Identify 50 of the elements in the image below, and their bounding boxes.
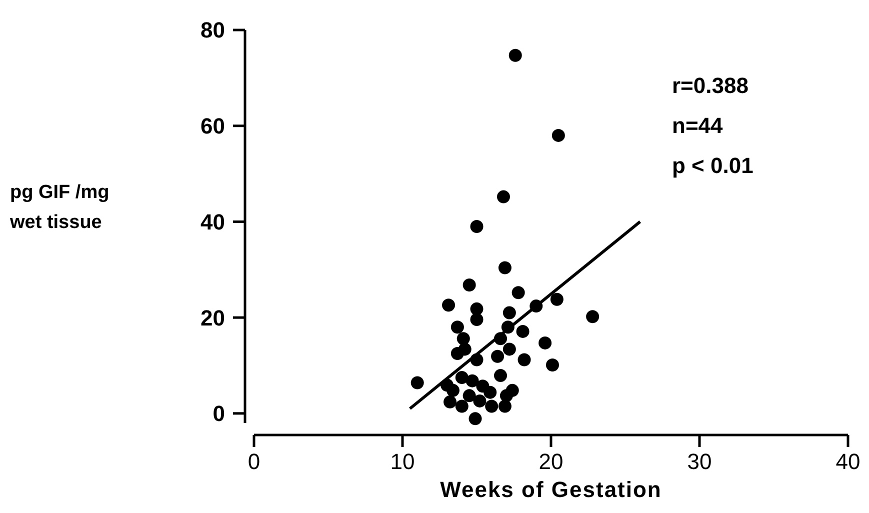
point: [502, 342, 516, 356]
point: [518, 353, 531, 366]
annotation: r=0.388: [672, 73, 748, 98]
point: [456, 332, 470, 346]
point: [410, 376, 424, 390]
annotation: n=44: [672, 113, 724, 138]
y-tick-label: 80: [200, 18, 225, 43]
point: [473, 394, 486, 408]
point: [485, 400, 498, 413]
x-tick-label: 30: [687, 449, 712, 474]
annotation: p < 0.01: [672, 153, 754, 178]
point: [498, 261, 512, 274]
point: [458, 342, 472, 356]
point: [462, 278, 476, 292]
point: [470, 220, 484, 233]
point: [552, 128, 565, 142]
y-tick-label: 0: [212, 401, 225, 426]
point: [484, 386, 497, 399]
x-axis-title: Weeks of Gestation: [440, 477, 662, 502]
y-tick-label: 20: [200, 305, 225, 330]
point: [500, 389, 513, 402]
x-tick-label: 10: [390, 449, 415, 474]
y-tick-label: 60: [200, 114, 225, 139]
x-tick-label: 20: [538, 449, 564, 474]
point: [466, 374, 479, 388]
point: [446, 384, 460, 397]
point: [491, 350, 504, 363]
point: [462, 389, 476, 402]
y-axis-title: pg GIF /mg wet tissue: [9, 182, 110, 233]
point: [512, 286, 525, 300]
y-tick-label: 40: [200, 209, 225, 234]
point: [444, 395, 457, 408]
point: [502, 306, 516, 320]
point: [455, 370, 468, 384]
point: [538, 336, 552, 350]
point: [442, 298, 456, 312]
x-tick-label: 0: [248, 449, 260, 474]
x-tick-label: 40: [836, 449, 860, 474]
point: [498, 400, 512, 413]
point: [516, 324, 530, 338]
point: [450, 320, 464, 334]
point: [455, 400, 468, 413]
point: [470, 312, 484, 326]
point: [496, 190, 510, 204]
point: [508, 48, 522, 62]
point: [586, 310, 600, 324]
point: [546, 358, 559, 372]
point: [468, 412, 482, 426]
point: [550, 292, 564, 306]
point: [494, 369, 508, 382]
